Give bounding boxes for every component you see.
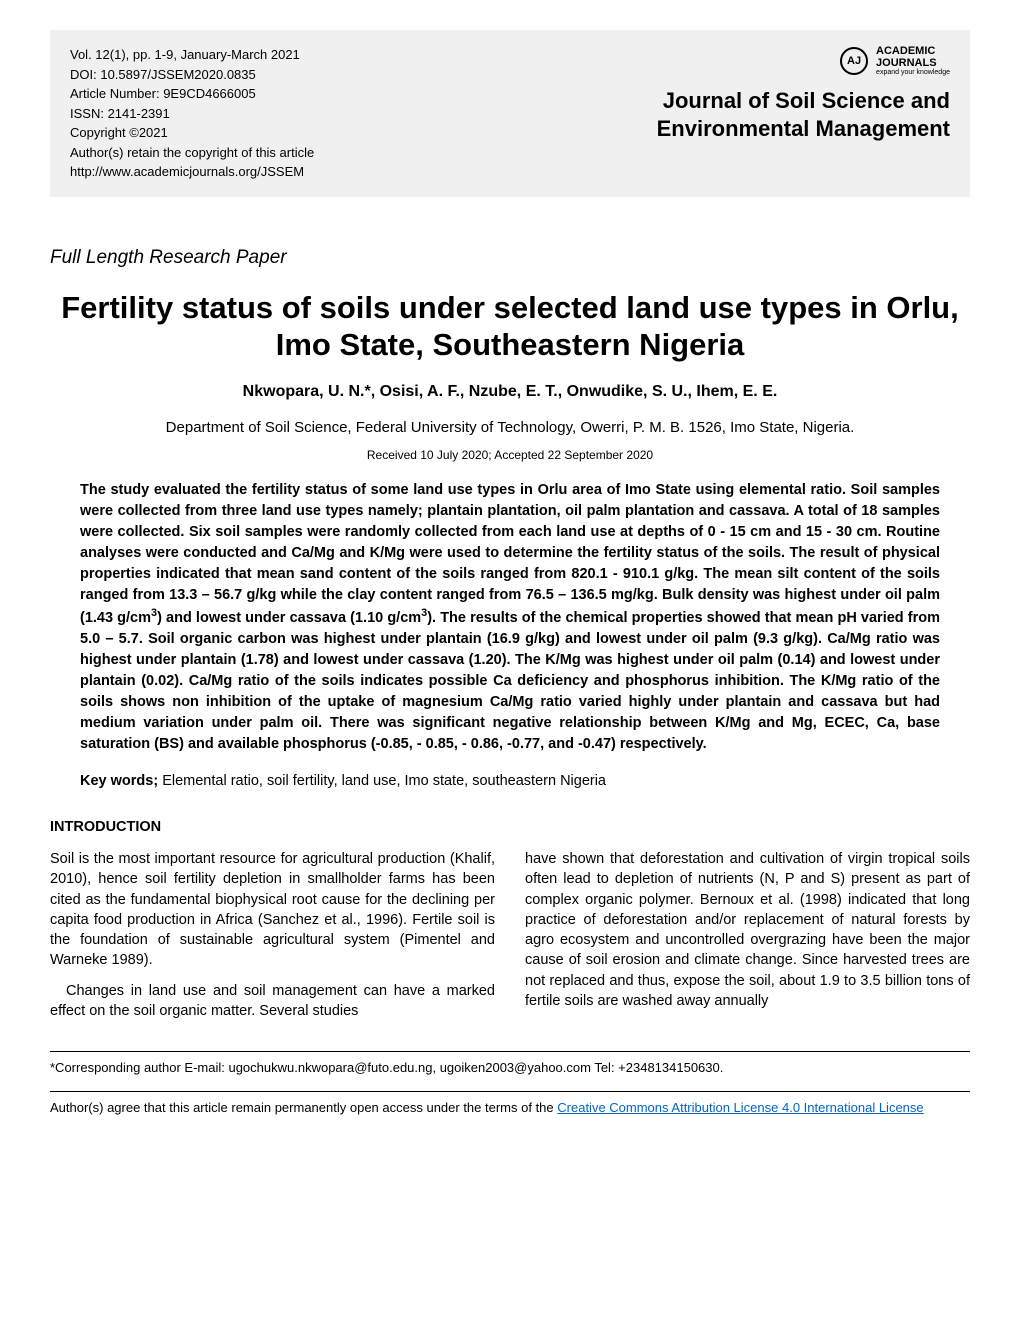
license-text: Author(s) agree that this article remain… <box>50 1100 557 1115</box>
abstract-part3: ). The results of the chemical propertie… <box>80 610 940 752</box>
header-panel: Vol. 12(1), pp. 1-9, January-March 2021 … <box>50 30 970 197</box>
affiliation: Department of Soil Science, Federal Univ… <box>50 419 970 436</box>
paper-type: Full Length Research Paper <box>50 247 970 269</box>
keywords-text: Elemental ratio, soil fertility, land us… <box>158 773 606 789</box>
license-line: Author(s) agree that this article remain… <box>50 1100 970 1115</box>
abstract: The study evaluated the fertility status… <box>80 480 940 755</box>
logo-text-top: ACADEMIC <box>876 45 950 57</box>
header-meta: Vol. 12(1), pp. 1-9, January-March 2021 … <box>70 45 510 182</box>
keywords-label: Key words; <box>80 773 158 789</box>
intro-p2: Changes in land use and soil management … <box>50 981 495 1022</box>
publisher-logo: AJ ACADEMIC JOURNALS expand your knowled… <box>840 45 950 77</box>
corresponding-author: *Corresponding author E-mail: ugochukwu.… <box>50 1060 970 1075</box>
authors: Nkwopara, U. N.*, Osisi, A. F., Nzube, E… <box>50 383 970 401</box>
copyright-line: Copyright ©2021 <box>70 123 510 143</box>
column-left: Soil is the most important resource for … <box>50 849 495 1031</box>
body-columns: Soil is the most important resource for … <box>50 849 970 1031</box>
logo-text-mid: JOURNALS <box>876 57 950 69</box>
article-number-line: Article Number: 9E9CD4666005 <box>70 84 510 104</box>
license-link[interactable]: Creative Commons Attribution License 4.0… <box>557 1100 923 1115</box>
footer-divider-2 <box>50 1091 970 1092</box>
intro-p1: Soil is the most important resource for … <box>50 849 495 971</box>
retain-line: Author(s) retain the copyright of this a… <box>70 143 510 163</box>
intro-p3: have shown that deforestation and cultiv… <box>525 849 970 1011</box>
footer-divider-1 <box>50 1051 970 1052</box>
issn-line: ISSN: 2141-2391 <box>70 104 510 124</box>
column-right: have shown that deforestation and cultiv… <box>525 849 970 1031</box>
abstract-part2: ) and lowest under cassava (1.10 g/cm <box>157 610 421 626</box>
volume-line: Vol. 12(1), pp. 1-9, January-March 2021 <box>70 45 510 65</box>
dates: Received 10 July 2020; Accepted 22 Septe… <box>50 448 970 462</box>
keywords-line: Key words; Elemental ratio, soil fertili… <box>80 773 940 789</box>
abstract-part1: The study evaluated the fertility status… <box>80 482 940 626</box>
url-line: http://www.academicjournals.org/JSSEM <box>70 162 510 182</box>
logo-text: ACADEMIC JOURNALS expand your knowledge <box>876 45 950 77</box>
journal-name: Journal of Soil Science and Environmenta… <box>510 87 950 144</box>
introduction-heading: INTRODUCTION <box>50 819 970 835</box>
logo-tagline: expand your knowledge <box>876 69 950 77</box>
paper-title: Fertility status of soils under selected… <box>50 289 970 363</box>
header-right: AJ ACADEMIC JOURNALS expand your knowled… <box>510 45 950 144</box>
logo-circle-icon: AJ <box>840 47 868 75</box>
doi-line: DOI: 10.5897/JSSEM2020.0835 <box>70 65 510 85</box>
